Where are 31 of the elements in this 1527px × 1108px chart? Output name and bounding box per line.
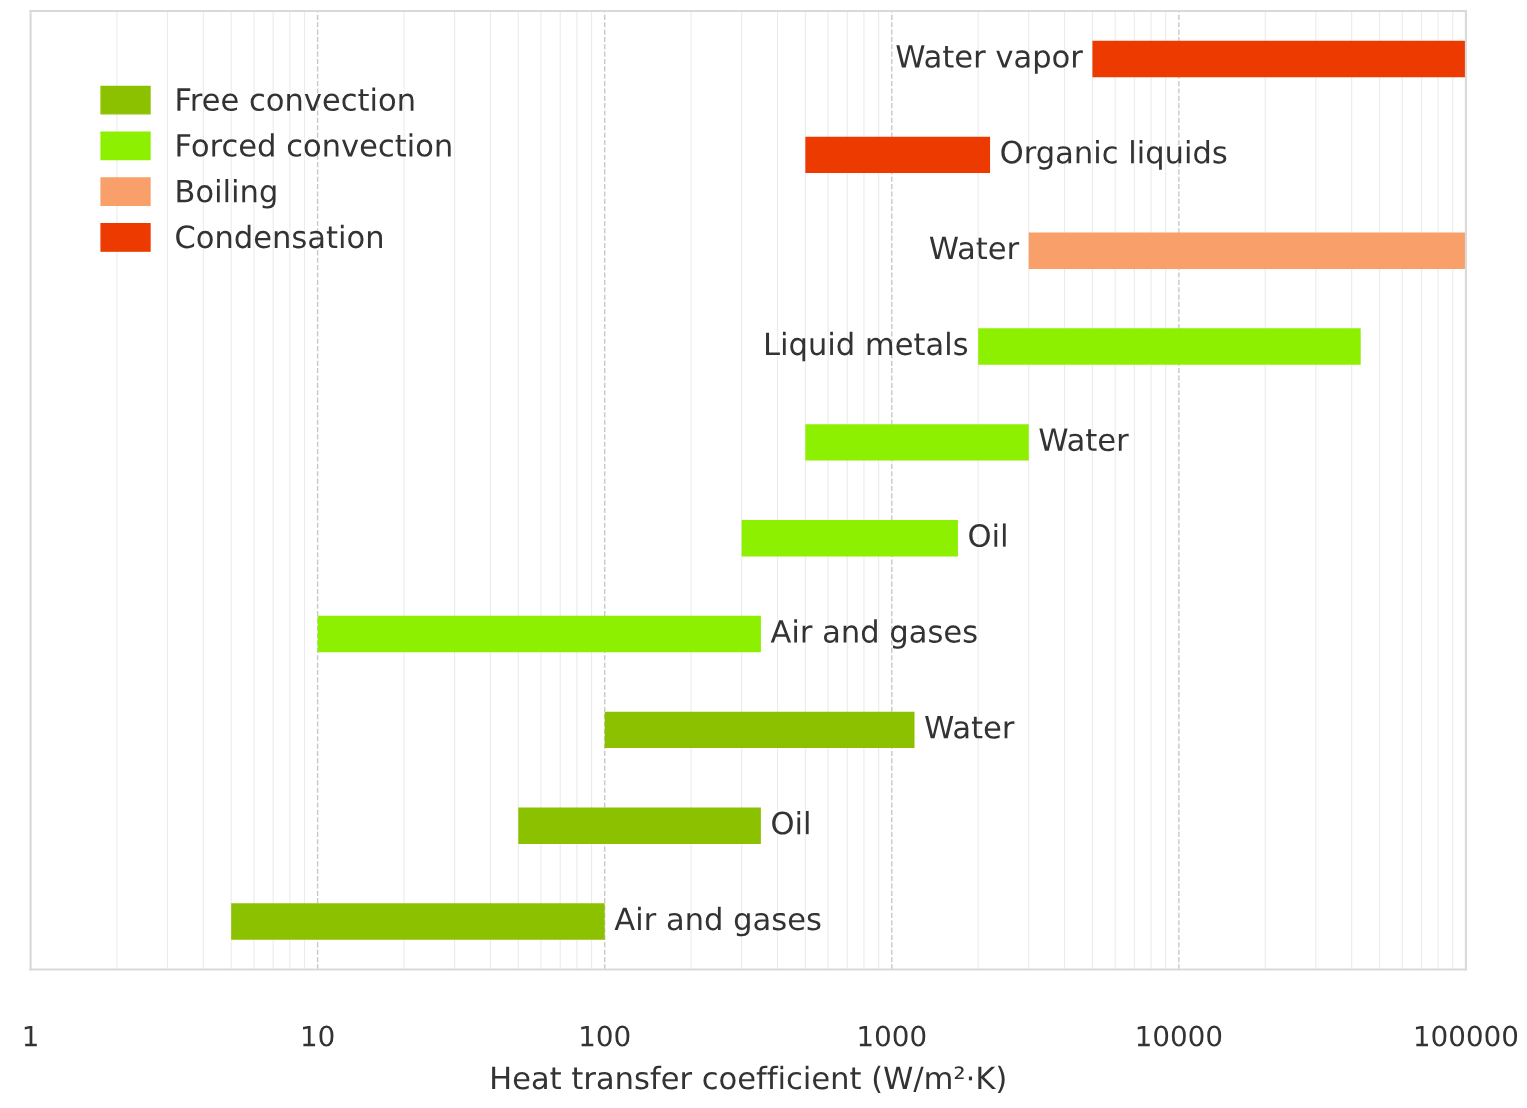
x-tick-label: 100000 [1415,1025,1518,1047]
bar [978,328,1361,365]
bar [231,903,605,940]
bar [805,136,991,174]
bar [604,711,915,749]
x-axis-title: Heat transfer coefficient (W/m²·K) [492,1065,1005,1094]
y-tick-label: Oil [969,523,1006,548]
legend-label: Condensation [176,224,382,249]
y-tick-label: Liquid metals [766,331,968,362]
bar [518,807,761,844]
bar [805,424,1029,461]
bar [1028,232,1466,269]
y-tick-label: Organic liquids [1001,140,1227,170]
y-tick-label: Water [929,236,1020,260]
x-tick-label: 100 [581,1025,630,1047]
legend-label: Forced convection [177,133,451,157]
bar [1092,40,1466,78]
y-tick-label: Water vapor [896,45,1083,74]
bar [317,615,761,653]
legend-label: Boiling [177,178,276,209]
x-tick-label: 10 [302,1025,334,1047]
y-tick-label: Water [925,716,1015,739]
y-tick-label: Air and gases [770,619,977,649]
y-tick-label: Air and gases [614,906,821,937]
y-tick-label: Water [1039,428,1129,452]
legend-label: Free convection [177,87,414,112]
y-tick-label: Oil [772,810,809,835]
bar [741,520,958,557]
x-tick-label: 10000 [1137,1025,1222,1047]
x-tick-label: 1000 [859,1025,926,1047]
x-tick-label: 1 [24,1025,37,1047]
